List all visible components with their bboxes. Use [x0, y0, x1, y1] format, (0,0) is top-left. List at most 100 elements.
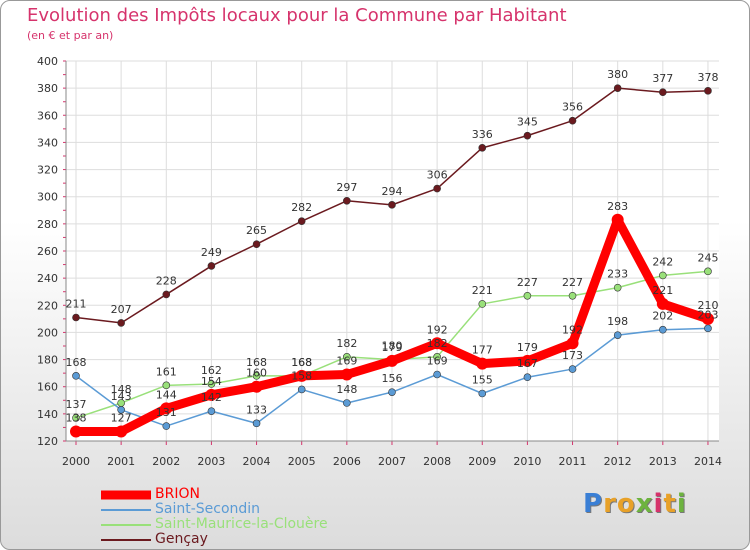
data-label: 169: [427, 355, 448, 368]
x-tick-label: 2010: [513, 455, 541, 468]
data-point: [478, 300, 487, 308]
data-label: 221: [652, 284, 673, 297]
x-tick-label: 2014: [694, 455, 722, 468]
y-tick-label: 120: [37, 435, 58, 448]
legend-swatch: [101, 538, 151, 541]
x-tick-label: 2004: [243, 455, 271, 468]
data-point: [611, 213, 624, 226]
data-label: 192: [427, 323, 448, 336]
data-point: [478, 144, 487, 152]
data-label: 297: [336, 181, 357, 194]
data-point: [205, 388, 218, 401]
data-label: 168: [246, 356, 267, 369]
data-point: [613, 84, 622, 92]
data-label: 283: [607, 200, 628, 213]
data-label: 377: [652, 72, 673, 85]
logo-letter: t: [663, 489, 677, 519]
y-tick-label: 180: [37, 354, 58, 367]
data-label: 154: [201, 375, 222, 388]
data-point: [343, 196, 351, 205]
data-label: 211: [66, 298, 87, 311]
y-tick-label: 240: [37, 272, 58, 285]
data-label: 198: [607, 315, 628, 328]
data-label: 242: [652, 255, 673, 268]
x-tick-label: 2003: [197, 455, 225, 468]
data-label: 156: [381, 372, 402, 385]
data-point: [388, 388, 396, 396]
logo-letter: o: [616, 489, 636, 519]
data-point: [297, 385, 306, 394]
data-point: [160, 402, 173, 415]
data-point: [385, 354, 398, 367]
data-label: 345: [517, 116, 538, 129]
x-tick-label: 2011: [559, 455, 587, 468]
data-label: 210: [697, 299, 718, 312]
data-point: [613, 283, 622, 292]
data-point: [704, 267, 712, 276]
legend: BRION Saint-Secondin Saint-Maurice-la-Clou…: [101, 486, 361, 547]
data-point: [162, 422, 171, 430]
y-tick-label: 340: [37, 136, 58, 149]
data-point: [433, 353, 441, 361]
chart-title: Evolution des Impôts locaux pour la Comm…: [27, 5, 567, 26]
data-point: [252, 240, 261, 249]
data-point: [568, 116, 577, 125]
data-point: [568, 365, 577, 373]
data-point: [523, 373, 532, 382]
data-point: [613, 331, 622, 339]
data-label: 380: [607, 68, 628, 81]
logo-letter: x: [635, 489, 654, 519]
data-point: [297, 217, 306, 225]
y-tick-label: 400: [37, 55, 58, 68]
x-tick-label: 2000: [62, 455, 90, 468]
data-label: 306: [427, 169, 448, 182]
data-point: [252, 372, 261, 380]
data-point: [523, 131, 532, 140]
data-point: [659, 325, 667, 334]
data-label: 160: [246, 367, 267, 380]
data-label: 265: [246, 224, 267, 237]
legend-item: Saint-Maurice-la-Clouère: [101, 516, 361, 532]
legend-swatch: [101, 508, 151, 511]
data-point: [295, 369, 308, 382]
data-label: 133: [246, 403, 267, 416]
legend-item: Saint-Secondin: [101, 501, 361, 517]
data-point: [343, 353, 351, 361]
y-tick-label: 380: [37, 82, 58, 95]
data-label: 282: [291, 201, 312, 214]
legend-item: BRION: [101, 486, 361, 502]
data-label: 173: [562, 349, 583, 362]
data-point: [388, 201, 396, 209]
logo-letter: r: [603, 489, 617, 519]
data-label: 227: [562, 276, 583, 289]
data-labels: 211 207 228 249 265 282 297 294 306 336 345 356 380 3…: [66, 68, 719, 424]
logo-letter: P: [583, 489, 604, 519]
series: [70, 84, 714, 438]
data-point: [523, 291, 532, 300]
y-tick-label: 160: [37, 381, 58, 394]
x-tick-label: 2006: [333, 455, 361, 468]
data-point: [704, 87, 712, 95]
data-label: 143: [111, 390, 132, 403]
data-point: [207, 407, 216, 415]
data-point: [568, 291, 577, 300]
data-label: 158: [291, 369, 312, 382]
data-label: 144: [156, 388, 177, 401]
data-label: 179: [517, 341, 538, 354]
data-point: [433, 370, 441, 379]
data-point: [115, 425, 128, 438]
data-label: 168: [66, 356, 87, 369]
y-tick-label: 280: [37, 218, 58, 231]
data-point: [659, 271, 667, 280]
x-tick-label: 2012: [604, 455, 632, 468]
data-label: 245: [697, 251, 718, 264]
legend-swatch: [101, 490, 151, 499]
y-tick-label: 200: [37, 326, 58, 339]
data-point: [704, 324, 712, 333]
data-label: 148: [336, 383, 357, 396]
x-tick-label: 2009: [468, 455, 496, 468]
data-point: [72, 372, 80, 380]
x-tick-label: 2002: [152, 455, 180, 468]
data-point: [340, 368, 353, 381]
